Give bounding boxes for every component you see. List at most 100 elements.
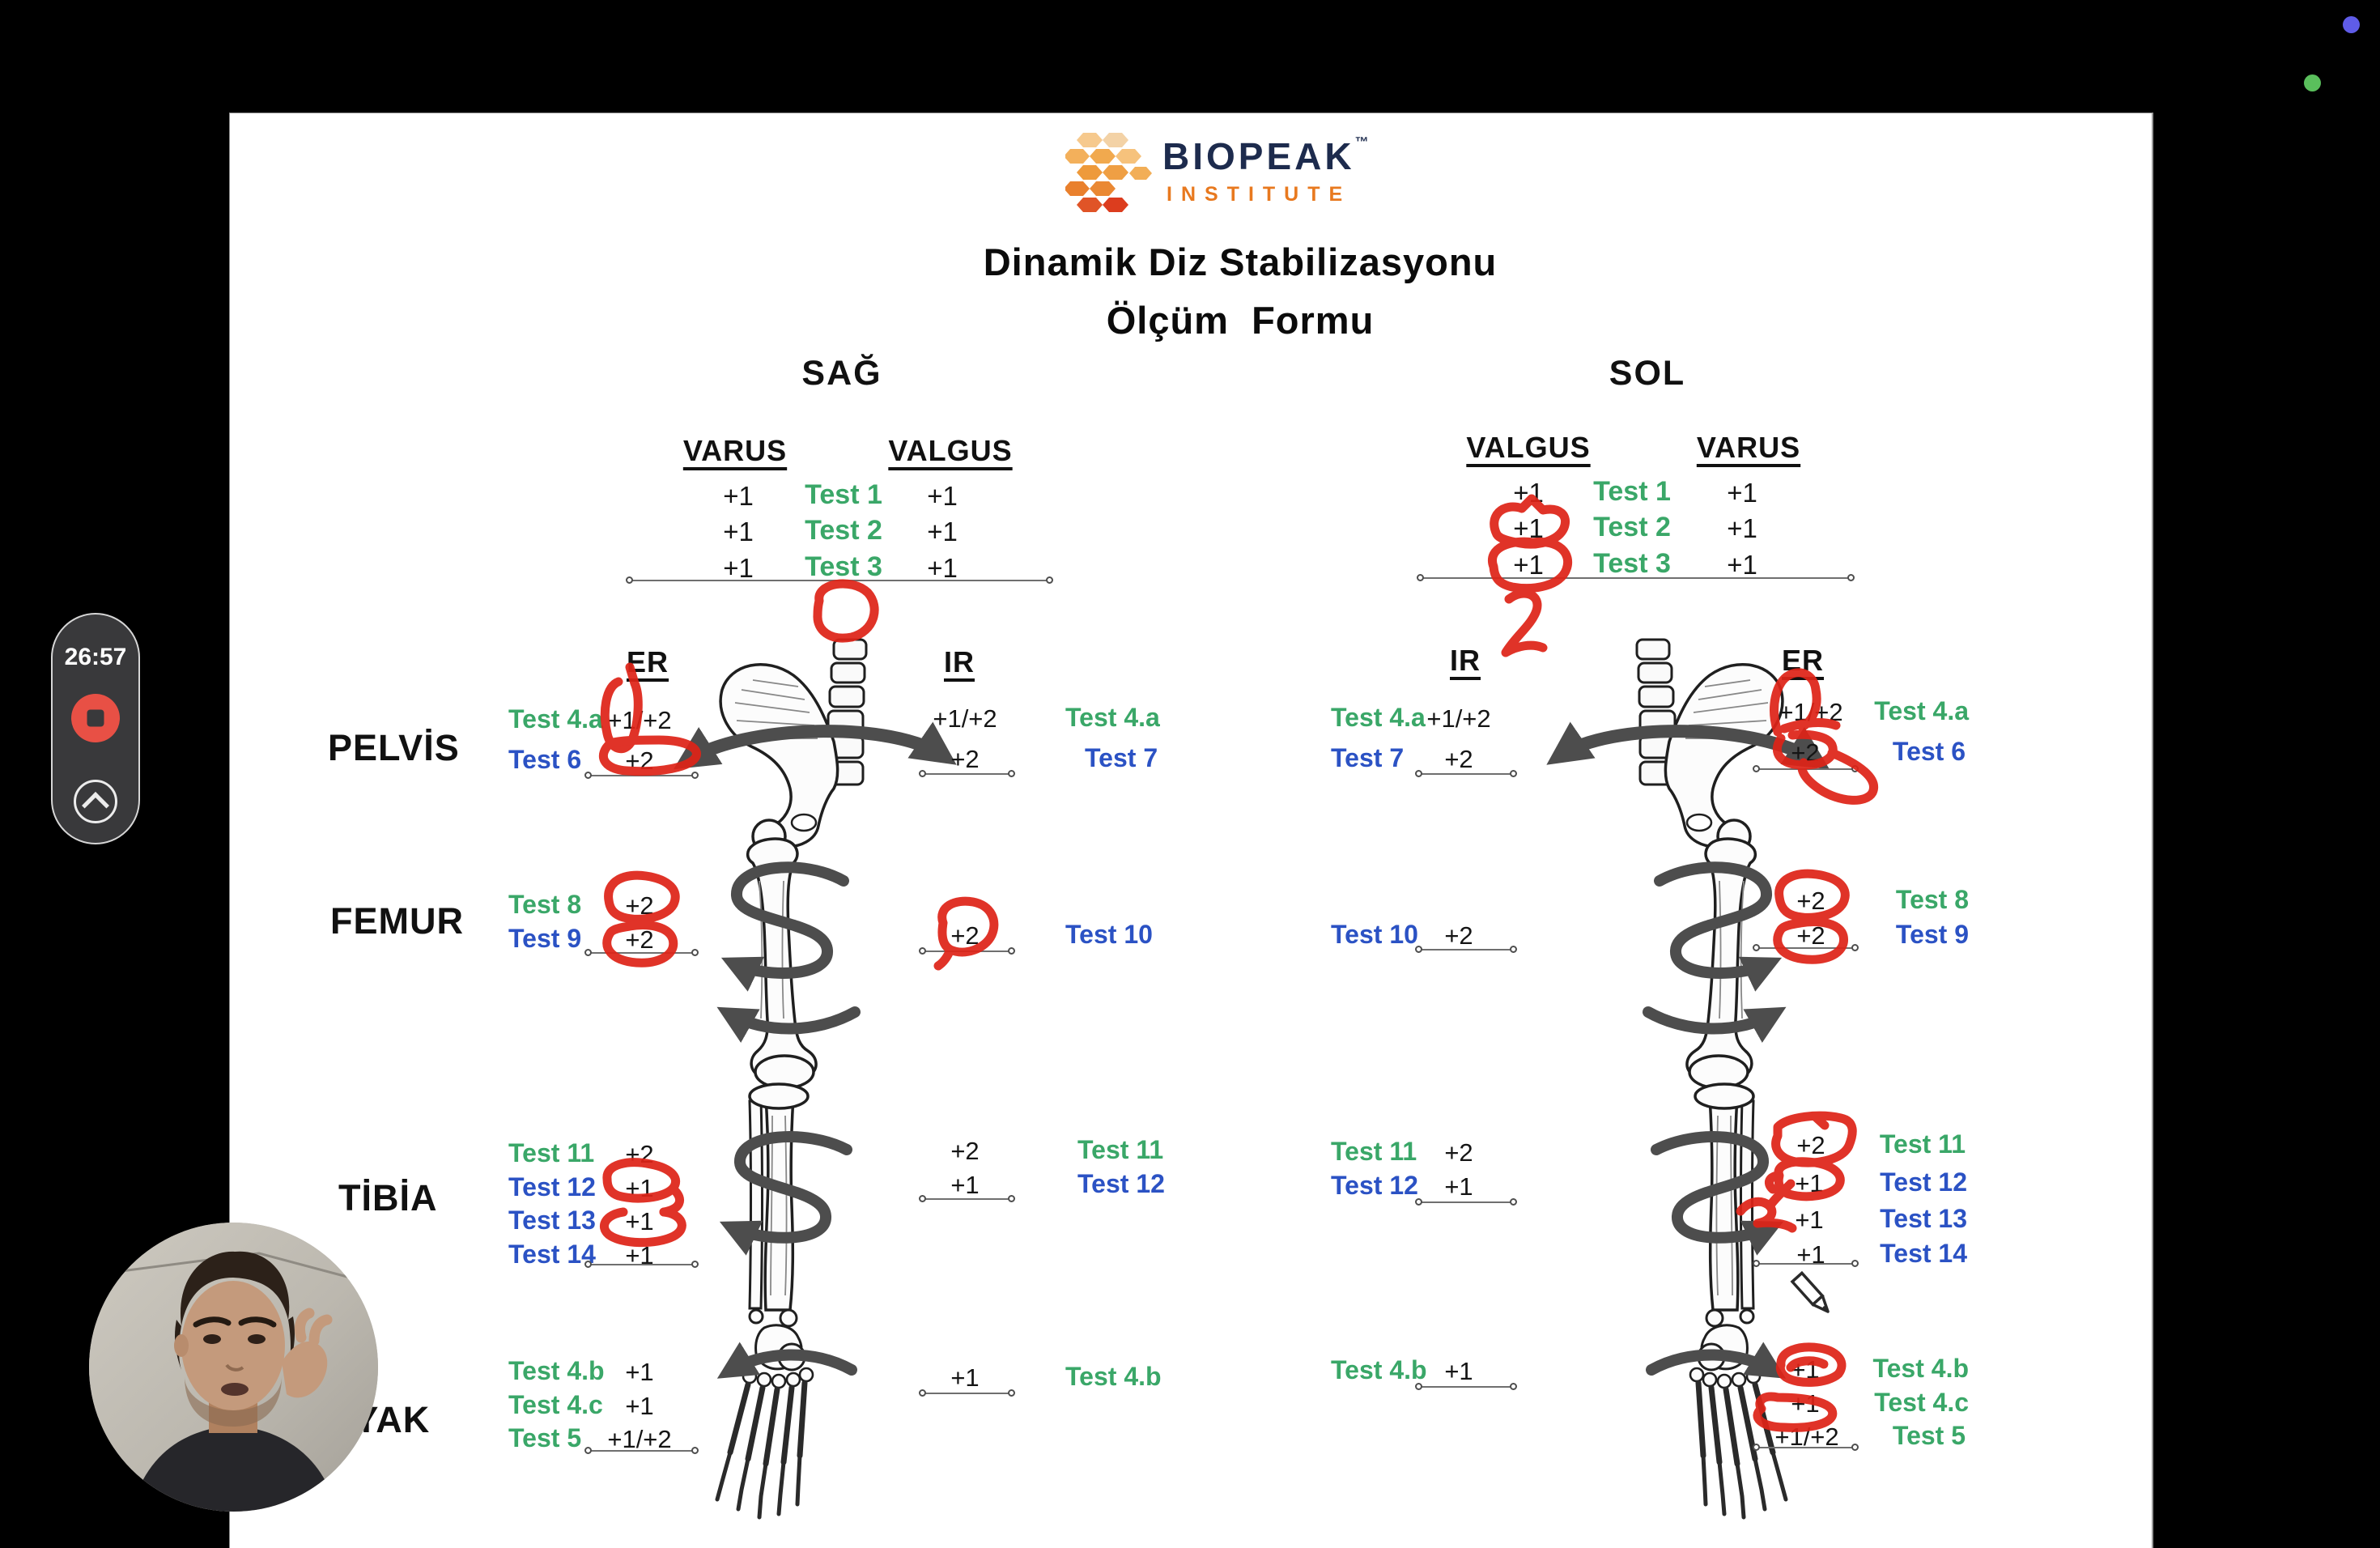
- score-line: [1415, 770, 1517, 777]
- sag-er-test-label: Test 9: [508, 924, 582, 953]
- sag-er-test-value: +2: [625, 925, 654, 954]
- sag-er-test-value: +1: [625, 1174, 654, 1202]
- sag-varus-test3-score: +1: [723, 553, 754, 583]
- form-title-line2: Ölçüm Formu: [1106, 299, 1375, 342]
- chevron-up-icon: [82, 791, 109, 819]
- score-line: [1753, 1260, 1859, 1267]
- score-line: [626, 576, 1053, 584]
- sag-er-test-label: Test 8: [508, 890, 582, 919]
- score-line: [919, 1195, 1015, 1202]
- sag-er-test-value: +1: [625, 1207, 654, 1235]
- side-header-sol: SOL: [1609, 354, 1686, 393]
- sag-valgus-header: VALGUS: [888, 434, 1013, 467]
- sol-test2-label: Test 2: [1593, 512, 1671, 542]
- sol-er-test-value: +1: [1796, 1240, 1825, 1269]
- score-line: [1415, 1198, 1517, 1206]
- sag-er-header: ER: [626, 645, 669, 678]
- sol-varus-test1-score: +1: [1727, 478, 1757, 508]
- sag-varus-test1-score: +1: [723, 481, 754, 511]
- sol-er-test-value: +1: [1791, 1389, 1820, 1418]
- sag-ir-test-label: Test 12: [1077, 1169, 1165, 1198]
- sol-valgus-test3-score: +1: [1513, 550, 1544, 580]
- sag-er-test-value: +1: [625, 1241, 654, 1269]
- score-line: [919, 770, 1015, 777]
- sag-test2-label: Test 2: [805, 515, 882, 546]
- sol-ir-test-value: +1/+2: [1426, 704, 1491, 733]
- sag-er-test-value: +1/+2: [607, 1425, 672, 1453]
- sol-varus-test3-score: +1: [1727, 550, 1757, 580]
- form-title-line1: Dinamik Diz Stabilizasyonu: [983, 240, 1498, 283]
- sol-er-test-value: +1: [1795, 1169, 1824, 1197]
- score-line: [584, 772, 699, 779]
- region-label-pelvis: PELVİS: [328, 727, 460, 768]
- sol-er-test-label: Test 6: [1892, 737, 1966, 766]
- sag-er-test-value: +2: [625, 891, 654, 920]
- sag-ir-test-value: +1: [950, 1171, 980, 1199]
- sol-er-test-label: Test 11: [1879, 1129, 1966, 1159]
- sag-er-test-label: Test 6: [508, 745, 582, 774]
- sol-ir-test-label: Test 12: [1331, 1171, 1418, 1200]
- sol-er-test-value: +1: [1791, 1355, 1820, 1384]
- sag-ir-test-label: Test 7: [1085, 743, 1158, 772]
- sag-ir-test-label: Test 4.b: [1065, 1362, 1162, 1391]
- sol-er-test-value: +2: [1796, 921, 1825, 950]
- sol-er-test-label: Test 14: [1880, 1239, 1967, 1268]
- sol-er-test-value: +1: [1795, 1206, 1824, 1234]
- score-line: [1415, 1383, 1517, 1390]
- sol-ir-test-value: +2: [1444, 745, 1473, 773]
- sag-er-test-value: +1: [625, 1392, 654, 1420]
- sol-ir-test-value: +2: [1444, 921, 1473, 950]
- sol-ir-test-label: Test 7: [1331, 743, 1405, 772]
- recording-timer: 26:57: [64, 644, 127, 670]
- sol-er-test-value: +1/+2: [1779, 698, 1843, 726]
- sag-valgus-test2-score: +1: [927, 517, 958, 546]
- brand-subtitle: INSTITUTE: [1167, 183, 1352, 206]
- sol-ir-test-value: +1: [1444, 1357, 1473, 1385]
- sol-test3-label: Test 3: [1593, 548, 1671, 579]
- webcam-bubble[interactable]: [89, 1223, 378, 1512]
- sol-valgus-header: VALGUS: [1466, 431, 1591, 464]
- sag-varus-header: VARUS: [682, 434, 788, 467]
- sol-er-header: ER: [1781, 644, 1825, 677]
- sol-ir-test-label: Test 4.a: [1331, 703, 1426, 732]
- sag-er-test-label: Test 14: [508, 1240, 596, 1269]
- region-label-femur: FEMUR: [330, 900, 464, 942]
- score-line: [1753, 944, 1859, 951]
- sag-er-test-value: +1/+2: [607, 706, 672, 734]
- sag-er-test-label: Test 5: [508, 1423, 582, 1452]
- sol-er-test-label: Test 8: [1895, 885, 1969, 914]
- sol-ir-header: IR: [1450, 644, 1481, 677]
- score-line: [919, 1389, 1015, 1397]
- blue-indicator-dot: [2343, 16, 2360, 33]
- side-header-sag: SAĞ: [801, 354, 882, 393]
- sol-ir-test-label: Test 10: [1331, 920, 1418, 949]
- recording-toolbar: 26:57: [51, 613, 140, 844]
- score-line: [1417, 574, 1855, 581]
- sag-ir-test-value: +1: [950, 1363, 980, 1392]
- sol-varus-header: VARUS: [1696, 431, 1801, 464]
- sag-er-test-label: Test 13: [508, 1206, 596, 1235]
- sag-er-test-value: +2: [625, 1140, 654, 1168]
- sag-valgus-test1-score: +1: [927, 481, 958, 511]
- sol-er-test-label: Test 9: [1895, 920, 1969, 949]
- sag-er-test-label: Test 4.a: [508, 704, 603, 734]
- sol-valgus-test2-score: +1: [1513, 513, 1544, 543]
- sag-ir-test-label: Test 10: [1065, 920, 1153, 949]
- sol-er-test-label: Test 12: [1880, 1167, 1967, 1197]
- sag-er-test-label: Test 4.c: [508, 1390, 603, 1419]
- score-line: [584, 949, 699, 956]
- stop-recording-button[interactable]: [71, 694, 120, 742]
- score-line: [584, 1447, 699, 1454]
- trademark-symbol: ™: [1354, 134, 1369, 150]
- sol-er-test-label: Test 4.c: [1874, 1388, 1969, 1417]
- region-label-tibia: TİBİA: [338, 1177, 438, 1218]
- sag-ir-test-label: Test 11: [1077, 1135, 1164, 1164]
- sol-ir-test-label: Test 11: [1331, 1137, 1417, 1166]
- sag-test1-label: Test 1: [805, 479, 882, 510]
- green-indicator-dot: [2304, 74, 2321, 91]
- sol-er-test-label: Test 4.b: [1872, 1354, 1969, 1383]
- sag-ir-header: IR: [944, 645, 975, 678]
- expand-toolbar-button[interactable]: [74, 780, 117, 823]
- sol-er-test-value: +2: [1796, 887, 1825, 915]
